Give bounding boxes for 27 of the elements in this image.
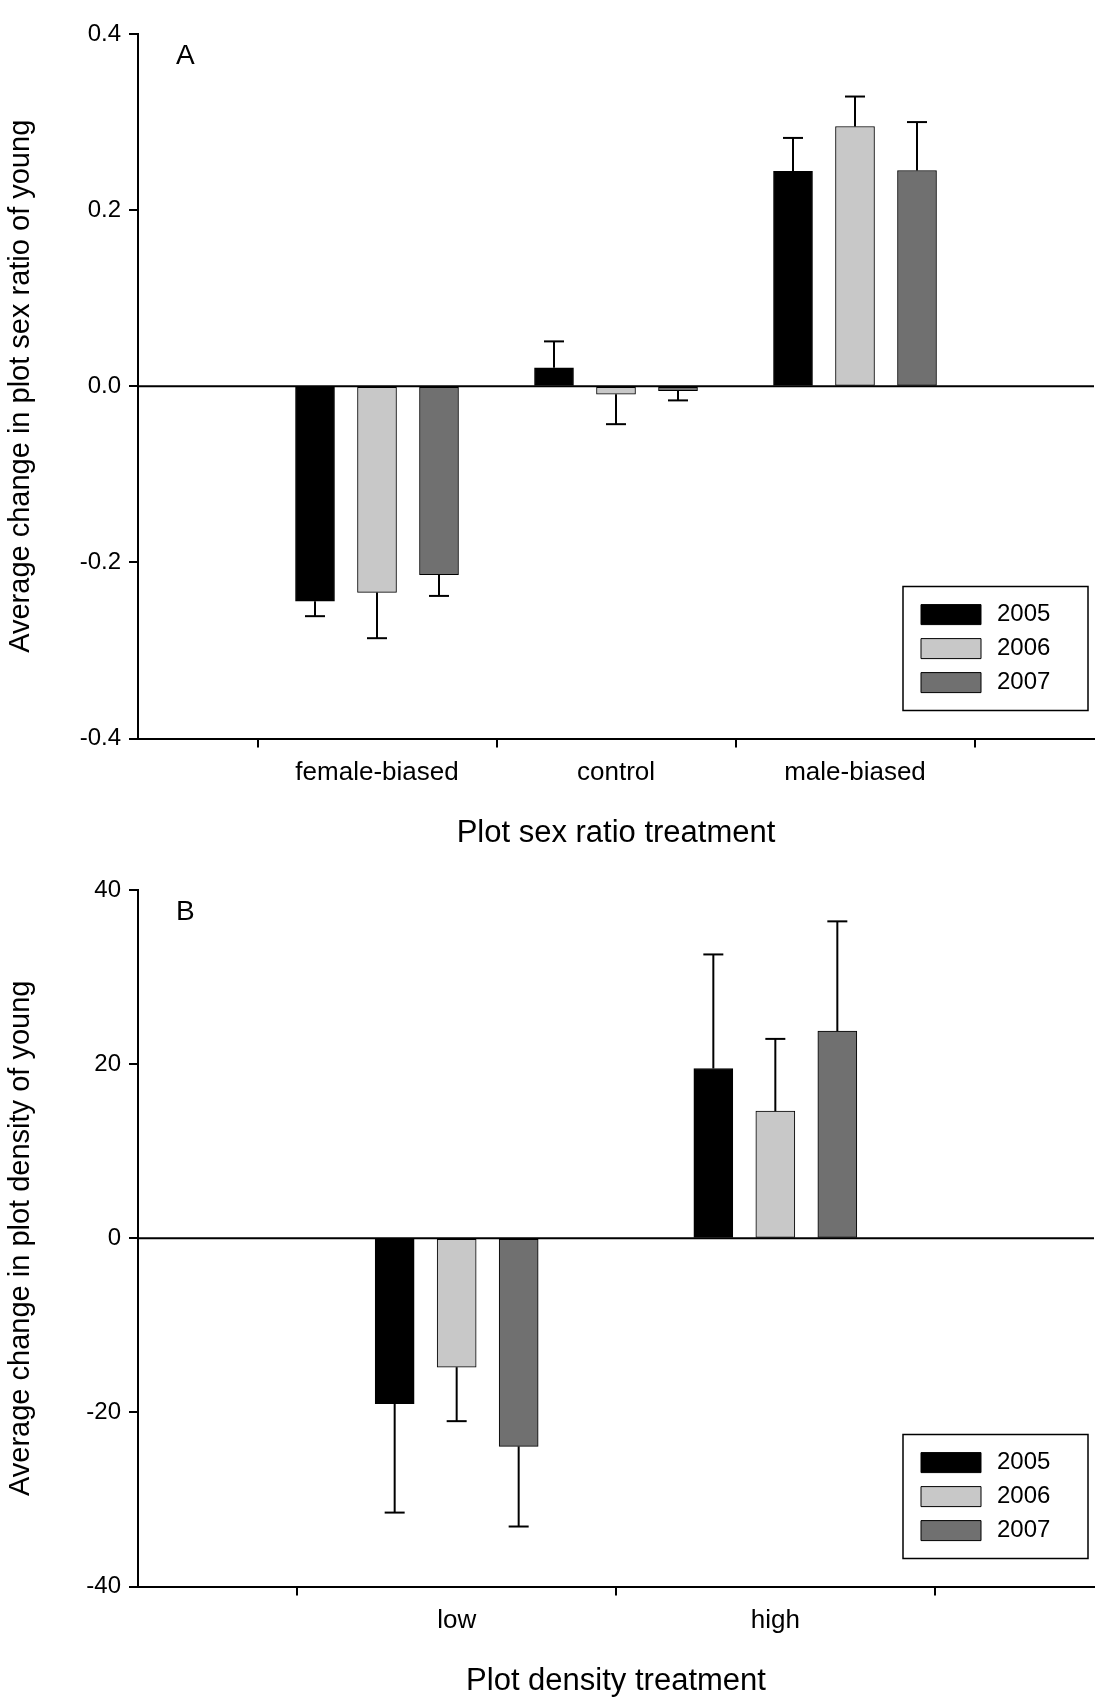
legend-label: 2005 [997,1447,1051,1475]
y-tick-label: 0.2 [87,194,121,222]
y-axis-title: Average change in plot density of young [3,980,36,1496]
x-tick-label: male-biased [784,756,926,787]
y-tick-label: 20 [94,1048,121,1076]
y-axis-title: Average change in plot sex ratio of young [3,119,36,653]
x-axis-title: Plot sex ratio treatment [456,813,776,849]
legend-label: 2007 [997,1515,1051,1543]
x-axis-title: Plot density treatment [466,1661,767,1697]
y-tick-label: 0.0 [87,370,121,398]
y-tick-label: 40 [94,874,121,902]
legend-label: 2007 [997,667,1051,695]
x-tick-label: control [576,756,656,787]
y-tick-label: -0.2 [79,547,121,575]
y-tick-label: 0 [107,1222,121,1250]
annotation: B [176,894,195,926]
y-tick-label: -40 [86,1571,121,1599]
y-tick-label: -0.4 [79,723,121,751]
y-tick-label: -20 [86,1397,121,1425]
y-tick-label: 0.4 [87,18,121,46]
annotation: A [176,38,195,70]
legend-label: 2005 [997,599,1051,627]
x-tick-label: high [750,1604,800,1635]
x-tick-label: female-biased [295,756,459,787]
legend-label: 2006 [997,633,1051,661]
legend-label: 2006 [997,1481,1051,1509]
x-tick-label: low [437,1604,477,1635]
